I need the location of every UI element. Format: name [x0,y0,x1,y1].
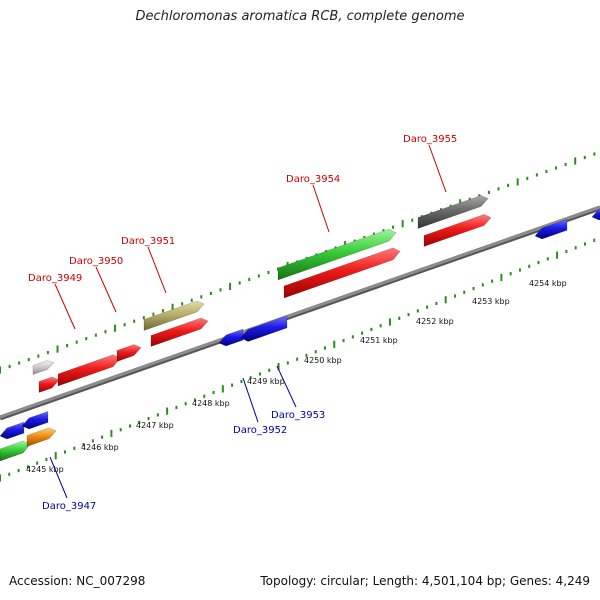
gene-label-top: Daro_3949 [28,273,82,284]
gene-label-top: Daro_3954 [286,174,340,185]
gene-leader-line [242,377,259,423]
gene-leader-line [49,456,68,499]
gene-label-top: Daro_3951 [121,236,175,247]
tick-layer [0,152,596,482]
gene-label-bottom: Daro_3947 [42,501,96,512]
genome-backbone-highlight [0,205,600,419]
gene-orange-daro-3947 [26,427,57,447]
gene-leader-line [54,283,76,330]
label-layer: 4245 kbp 4246 kbp 4247 kbp 4248 kbp 4249 kbp… [26,134,567,512]
scale-label: 4253 kbp [472,297,510,306]
upper-tick-line [0,152,596,374]
gene-leader-line [312,184,330,233]
gene-leader-line [428,144,447,193]
gene-label-top: Daro_3950 [69,256,123,267]
gene-gray-daro-3955 [417,195,489,229]
lower-tick-line [0,238,596,482]
gene-layer [0,195,600,462]
gene-leader-line [276,365,297,408]
gene-light-gray [32,360,55,375]
gene-blue-left-1 [0,421,25,440]
scale-label: 4248 kbp [192,399,230,408]
gene-red-4 [283,247,401,299]
gene-label-bottom: Daro_3952 [233,425,287,436]
gene-leader-line [147,246,167,294]
gene-blue-right-2 [591,208,600,221]
scale-label: 4254 kbp [529,279,567,288]
gene-leader-line [95,266,117,313]
topology-text: Topology: circular; Length: 4,501,104 bp… [260,574,590,588]
gene-blue-daro-3953 [240,315,288,342]
gene-red-1 [38,376,60,393]
gene-blue-daro-3952 [218,328,244,347]
scale-label: 4252 kbp [416,317,454,326]
gene-label-top: Daro_3955 [403,134,457,145]
gene-green-left [0,440,31,462]
gene-red-daro-3950 [116,344,142,362]
map-title: Dechloromonas aromatica RCB, complete ge… [135,9,465,24]
gene-label-bottom: Daro_3953 [271,410,325,421]
gene-khaki-daro-3951 [143,300,205,331]
scale-label: 4250 kbp [304,356,342,365]
backbone-layer [0,205,600,421]
accession-text: Accession: NC_007298 [9,574,146,588]
scale-label: 4245 kbp [26,465,64,474]
gene-red-3 [150,317,209,347]
gene-blue-left-2 [21,410,49,430]
gene-blue-right-1 [534,218,568,240]
gene-green-daro-3954 [277,228,397,281]
gene-red-5 [423,214,492,247]
scale-label: 4249 kbp [247,377,285,386]
scale-label: 4246 kbp [81,443,119,452]
scale-label: 4251 kbp [360,336,398,345]
gene-red-daro-3949 [57,354,121,387]
scale-label: 4247 kbp [136,421,174,430]
